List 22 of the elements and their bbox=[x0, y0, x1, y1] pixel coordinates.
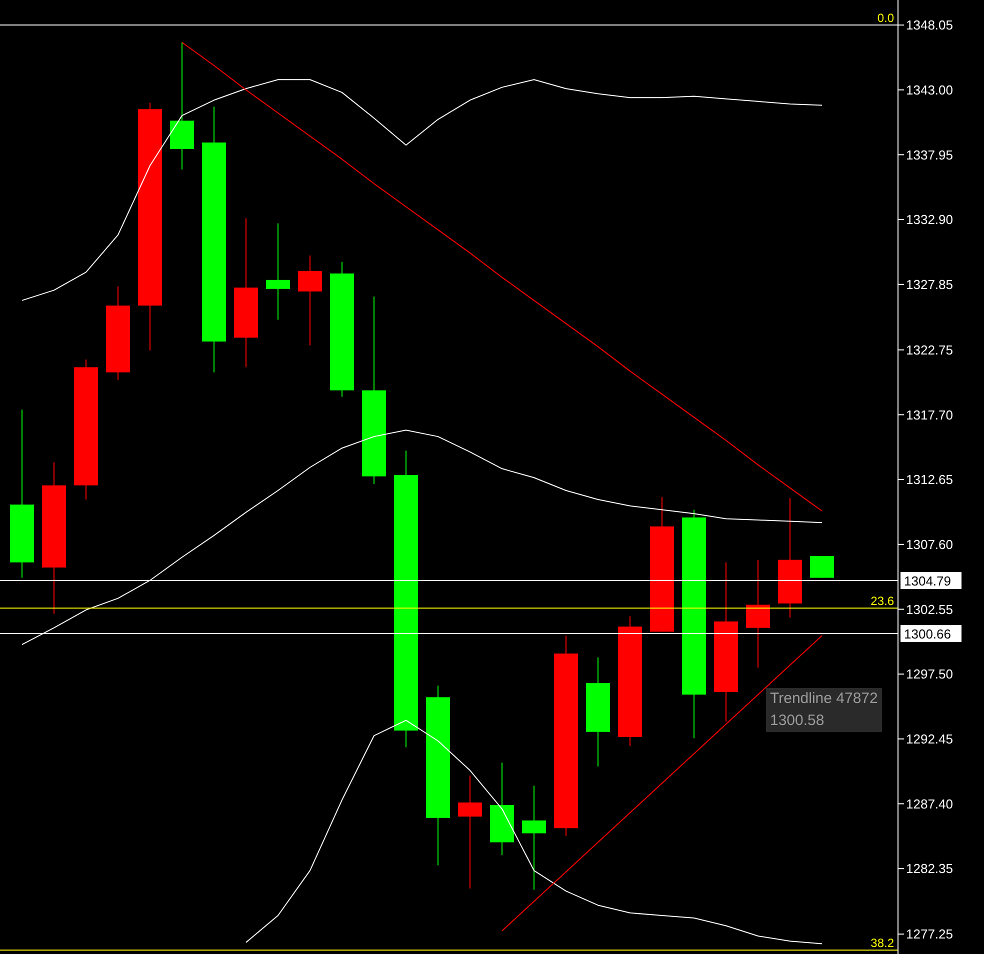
y-tick-label: 1327.85 bbox=[906, 277, 953, 292]
annotation: 0.0 bbox=[877, 11, 894, 26]
y-tick-label: 1282.35 bbox=[906, 861, 953, 876]
y-tick-label: 1343.00 bbox=[906, 82, 953, 98]
y-tick-label: 1312.65 bbox=[906, 472, 953, 488]
annotation: 38.2 bbox=[870, 936, 894, 950]
y-tick-label: 1302.55 bbox=[906, 602, 953, 617]
y-tick-label: 1332.90 bbox=[906, 212, 953, 228]
ref-line-label: 1300.66 bbox=[904, 626, 951, 642]
y-tick-label: 1292.45 bbox=[906, 732, 953, 747]
annotation: 1300.58 bbox=[770, 711, 826, 731]
y-tick-label: 1348.05 bbox=[906, 18, 953, 33]
y-tick-label: 1322.75 bbox=[906, 342, 953, 358]
y-tick-label: 1337.95 bbox=[906, 147, 953, 162]
annotation: Trendline 47872 bbox=[770, 689, 878, 709]
y-tick-label: 1297.50 bbox=[906, 666, 953, 682]
y-tick-label: 1317.70 bbox=[906, 407, 953, 422]
y-tick-label: 1287.40 bbox=[906, 796, 953, 812]
y-tick-label: 1277.25 bbox=[906, 926, 953, 942]
y-tick-label: 1307.60 bbox=[906, 537, 953, 552]
ref-line-label: 1304.79 bbox=[904, 573, 951, 588]
annotation: 23.6 bbox=[870, 594, 894, 608]
